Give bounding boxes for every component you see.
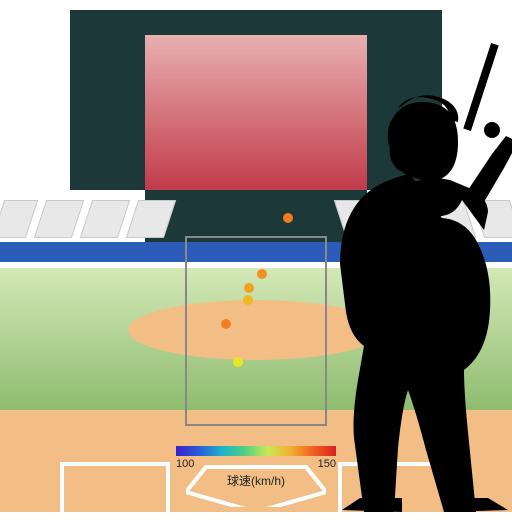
scale-ticks: 100 150 <box>176 458 336 470</box>
scale-tick-max: 150 <box>318 458 336 470</box>
pitch-chart-scene: 100 150 球速(km/h) <box>0 0 512 512</box>
velocity-color-scale: 100 150 球速(km/h) <box>160 446 352 482</box>
stand-panel <box>80 200 130 238</box>
stand-panel <box>0 200 38 238</box>
stand-panel <box>126 200 176 238</box>
stand-panel <box>34 200 84 238</box>
batter-box-left <box>60 462 170 522</box>
scale-gradient <box>176 446 336 456</box>
pitch-marker <box>244 283 254 293</box>
scale-label: 球速(km/h) <box>160 472 352 489</box>
scale-tick-min: 100 <box>176 458 194 470</box>
batter-silhouette <box>282 42 512 512</box>
pitch-marker <box>233 357 243 367</box>
pitch-marker <box>221 319 231 329</box>
pitch-marker <box>243 295 253 305</box>
pitch-marker <box>257 269 267 279</box>
